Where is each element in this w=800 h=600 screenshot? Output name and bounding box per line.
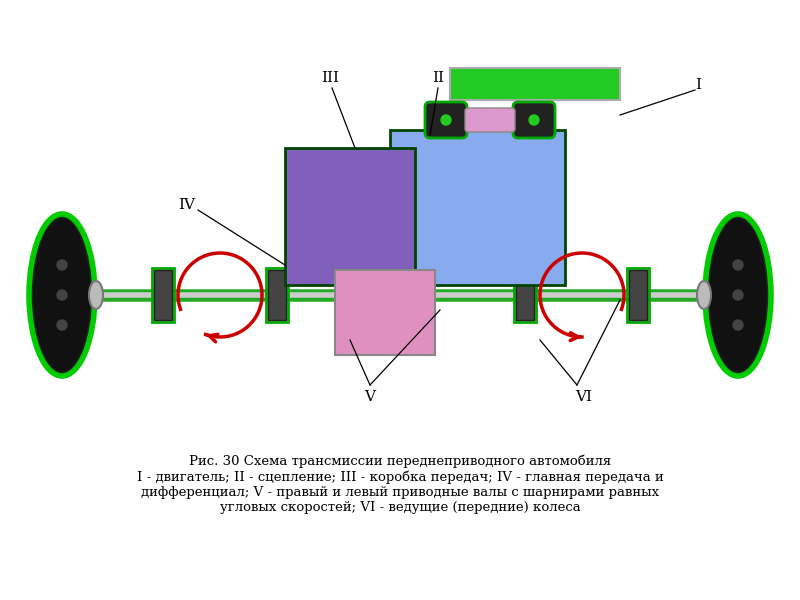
Bar (268, 270, 286, 320)
Circle shape (529, 115, 539, 125)
Text: V: V (365, 390, 375, 404)
Bar (390, 130, 565, 285)
Ellipse shape (697, 281, 711, 309)
Circle shape (57, 260, 67, 270)
Circle shape (441, 115, 451, 125)
Text: Рис. 30 Схема трансмиссии переднеприводного автомобиля
I - двигатель; II - сцепл: Рис. 30 Схема трансмиссии переднеприводн… (137, 455, 663, 514)
Ellipse shape (32, 217, 92, 373)
Circle shape (57, 320, 67, 330)
Bar (627, 268, 649, 322)
Bar (266, 268, 288, 322)
FancyBboxPatch shape (513, 102, 555, 138)
FancyBboxPatch shape (425, 102, 467, 138)
Text: I: I (695, 78, 701, 92)
Bar (514, 268, 536, 322)
Bar (285, 148, 415, 285)
FancyBboxPatch shape (465, 108, 515, 132)
Ellipse shape (89, 281, 103, 309)
Text: II: II (432, 71, 444, 85)
Ellipse shape (708, 217, 768, 373)
Bar (450, 68, 620, 100)
Text: VI: VI (575, 390, 592, 404)
Circle shape (57, 290, 67, 300)
Bar (629, 270, 647, 320)
Bar (335, 270, 435, 355)
Circle shape (733, 260, 743, 270)
Bar (516, 270, 534, 320)
Text: IV: IV (178, 198, 195, 212)
Bar (152, 268, 174, 322)
Bar (154, 270, 172, 320)
Circle shape (733, 320, 743, 330)
Text: III: III (321, 71, 339, 85)
Circle shape (733, 290, 743, 300)
